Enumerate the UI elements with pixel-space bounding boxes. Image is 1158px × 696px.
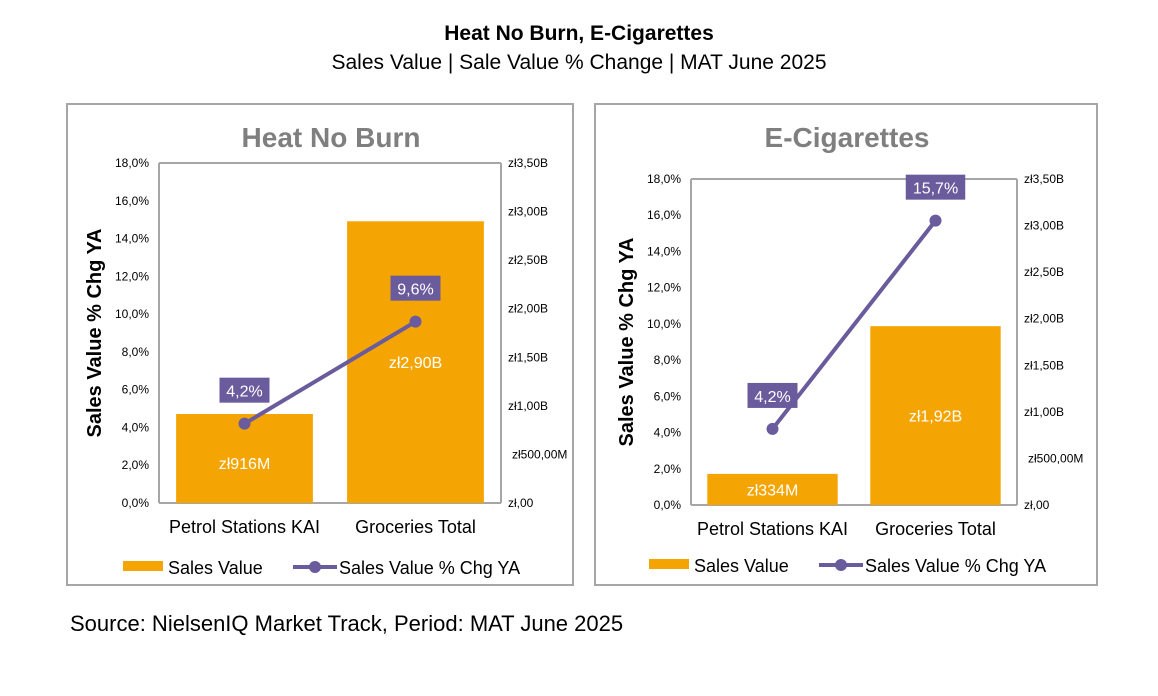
y-tick-label: 14,0%: [115, 232, 149, 246]
y-tick-label: 16,0%: [115, 194, 149, 208]
chart-panel-e-cigarettes: E-Cigarettes 0,0% 2,0% 4,0% 6,0% 8,0% 10,0% 12,…: [594, 103, 1098, 586]
y-tick-label: 16,0%: [647, 208, 681, 222]
y-tick-label: 6,0%: [122, 383, 150, 397]
bar-sales-value: [707, 473, 838, 505]
y-tick-label: 10,0%: [115, 307, 149, 321]
line-point-pct-chg: [409, 315, 422, 328]
y-tick-label: 8,0%: [122, 345, 150, 359]
y-tick-label: 8,0%: [654, 353, 682, 367]
legend-swatch-sales-value: [649, 559, 689, 569]
page-title: Heat No Burn, E-Cigarettes: [444, 22, 714, 45]
legend-label-pct-chg: Sales Value % Chg YA: [865, 556, 1046, 576]
y-tick-label: 18,0%: [115, 156, 149, 170]
y-tick-label: 14,0%: [647, 244, 681, 258]
legend-swatch-point: [835, 559, 847, 571]
line-data-label: 4,2%: [754, 389, 790, 406]
y-tick-label: 4,0%: [654, 426, 682, 440]
bar-sales-value: [347, 221, 484, 503]
legend-label-pct-chg: Sales Value % Chg YA: [339, 558, 520, 578]
bar-data-label: zł334M: [747, 482, 799, 499]
y-tick-label: 4,0%: [122, 420, 150, 434]
x-tick-label: Groceries Total: [355, 517, 476, 537]
line-data-label: 4,2%: [226, 384, 262, 401]
y2-tick-label: zł3,00B: [508, 205, 548, 219]
line-point-pct-chg: [929, 214, 942, 227]
y-tick-label: 10,0%: [647, 317, 681, 331]
bar-sales-value: [870, 326, 1001, 505]
chart-panel-heat-no-burn: Heat No Burn 0,0% 2,0% 4,0% 6,0% 8,0% 10,0% 12,…: [66, 103, 574, 586]
line-data-label-box: [747, 382, 798, 408]
y-tick-label: 2,0%: [122, 458, 150, 472]
chart-heat-no-burn: Heat No Burn 0,0% 2,0% 4,0% 6,0% 8,0% 10,0% 12,…: [84, 122, 567, 578]
line-point-pct-chg: [238, 417, 251, 430]
y-axis-label: Sales Value % Chg YA: [616, 238, 638, 447]
line-data-label: 9,6%: [397, 282, 433, 299]
bar-data-label: zł2,90B: [389, 355, 442, 372]
series-line-pct-chg: [243, 319, 417, 426]
source-note: Source: NielsenIQ Market Track, Period: …: [70, 611, 624, 636]
y-tick-label: 18,0%: [647, 172, 681, 186]
y2-tick-label: zł2,00B: [1024, 312, 1064, 326]
y2-tick-label: zł3,00B: [1024, 219, 1064, 233]
chart-title: E-Cigarettes: [765, 122, 930, 153]
y2-tick-label: zł1,50B: [1024, 358, 1064, 372]
y-tick-label: 12,0%: [647, 281, 681, 295]
y-tick-label: 6,0%: [654, 389, 682, 403]
page-subtitle: Sales Value | Sale Value % Change | MAT …: [331, 51, 827, 74]
legend-swatch-point: [309, 561, 321, 573]
chart-title: Heat No Burn: [242, 122, 421, 153]
y2-tick-label: zł1,50B: [508, 350, 548, 364]
x-tick-label: Petrol Stations KAI: [169, 517, 320, 537]
chart-e-cigarettes: E-Cigarettes 0,0% 2,0% 4,0% 6,0% 8,0% 10,0% 12,…: [616, 122, 1083, 576]
line-data-label: 15,7%: [913, 181, 958, 198]
x-tick-label: Petrol Stations KAI: [697, 519, 848, 539]
y2-tick-label: zł,00: [1024, 498, 1050, 512]
y-tick-label: 0,0%: [122, 496, 150, 510]
y-tick-label: 0,0%: [654, 498, 682, 512]
y2-tick-label: zł3,50B: [508, 156, 548, 170]
bar-data-label: zł1,92B: [909, 409, 962, 426]
y2-tick-label: zł2,00B: [508, 302, 548, 316]
legend-swatch-sales-value: [123, 561, 163, 571]
y2-tick-label: zł,00: [508, 496, 534, 510]
y2-tick-label: zł500,00M: [512, 447, 567, 461]
y-axis-label: Sales Value % Chg YA: [84, 229, 106, 438]
y2-tick-label: zł3,50B: [1024, 172, 1064, 186]
line-point-pct-chg: [766, 422, 779, 435]
y2-tick-label: zł1,00B: [1024, 405, 1064, 419]
y2-tick-label: zł2,50B: [1024, 265, 1064, 279]
bar-data-label: zł916M: [219, 456, 271, 473]
legend-label-sales-value: Sales Value: [168, 558, 263, 578]
series-line-pct-chg: [770, 219, 938, 431]
legend-label-sales-value: Sales Value: [694, 556, 789, 576]
y-tick-label: 2,0%: [654, 462, 682, 476]
line-data-label-box: [219, 377, 270, 403]
line-data-label-box: [390, 275, 441, 301]
y-tick-label: 12,0%: [115, 269, 149, 283]
y2-tick-label: zł1,00B: [508, 399, 548, 413]
y2-tick-label: zł2,50B: [508, 253, 548, 267]
line-data-label-box: [905, 174, 966, 200]
y2-tick-label: zł500,00M: [1028, 451, 1083, 465]
x-tick-label: Groceries Total: [875, 519, 996, 539]
